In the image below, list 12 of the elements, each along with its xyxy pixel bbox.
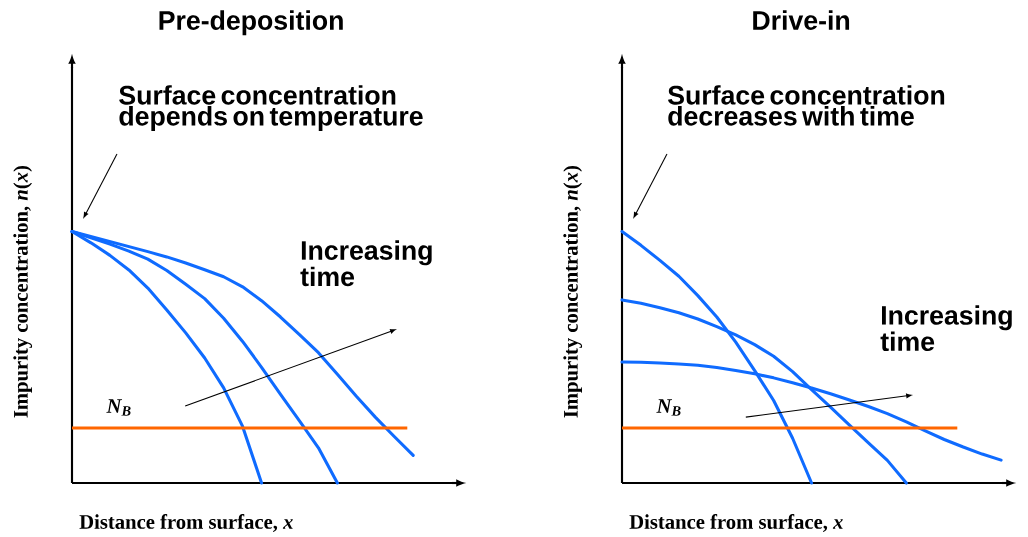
- chart-title: Drive-in: [753, 10, 850, 30]
- text: Surface concentration decreases with time: [668, 85, 945, 126]
- x-axis-title: Distance from surface, x: [79, 514, 293, 532]
- text: Surface concentration depends on temperature: [119, 85, 423, 131]
- x-axis-title: Distance from surface, x: [629, 514, 843, 532]
- annotation: Increasing time: [880, 305, 1012, 352]
- chart-title: Pre-deposition: [159, 10, 343, 36]
- y-axis-title: Impurity concentration, n(x): [13, 165, 33, 418]
- ref-line-label: N$_{B}$: [656, 399, 681, 416]
- annotation: Increasing time: [300, 240, 432, 287]
- y-axis-title: Impurity concentration, n(x): [563, 165, 583, 418]
- ref-line-label: N$_{B}$: [106, 399, 131, 416]
